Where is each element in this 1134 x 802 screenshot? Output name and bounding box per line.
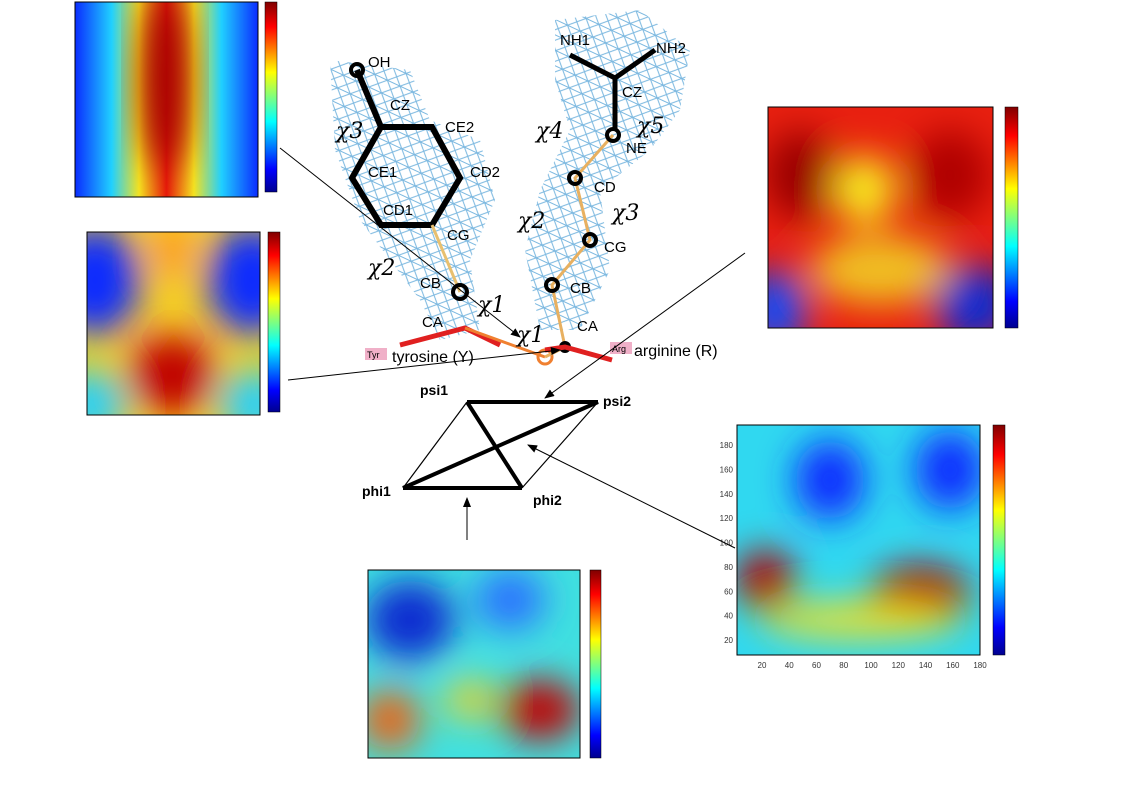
y-tick-label: 80 xyxy=(724,563,733,572)
x-tick-label: 160 xyxy=(946,661,960,670)
tyrosine-skeleton xyxy=(348,62,554,366)
density-mesh xyxy=(525,10,690,330)
dihedral-label: psi1 xyxy=(420,382,448,398)
x-tick-label: 60 xyxy=(812,661,821,670)
atom-label: CG xyxy=(604,239,627,256)
residue-code: Arg xyxy=(612,344,626,354)
atom-label: CD2 xyxy=(470,164,500,181)
atom-label: CE1 xyxy=(368,164,397,181)
dihedral-label: phi2 xyxy=(533,492,562,508)
heatmap: 20 20 40 40 60 60 80 80 100 100 120 120 140 140 160 160… xyxy=(720,424,1006,670)
x-tick-label: 140 xyxy=(919,661,933,670)
connector-arrows xyxy=(279,147,746,549)
dihedral-diagram xyxy=(402,400,599,490)
atom-label: CD xyxy=(594,179,616,196)
atom-label: CZ xyxy=(390,97,410,114)
y-tick-label: 20 xyxy=(724,636,733,645)
chi-label: χ3 xyxy=(334,119,363,144)
y-tick-label: 140 xyxy=(720,490,734,499)
y-tick-label: 120 xyxy=(720,514,734,523)
x-tick-label: 20 xyxy=(758,661,767,670)
atom-label: CB xyxy=(420,275,441,292)
y-tick-label: 160 xyxy=(720,465,734,474)
atom-label: CD1 xyxy=(383,202,413,219)
atom-label: CA xyxy=(577,318,598,335)
chi-label: χ2 xyxy=(366,256,395,281)
atom-label: NH2 xyxy=(656,40,686,57)
chi-label: χ1 xyxy=(515,323,544,348)
x-tick-label: 80 xyxy=(839,661,848,670)
heatmap xyxy=(74,1,278,198)
density-mesh xyxy=(330,60,495,340)
x-tick-label: 100 xyxy=(864,661,878,670)
atom-label: CG xyxy=(447,227,470,244)
atom-label: NE xyxy=(626,140,647,157)
atom-label: CE2 xyxy=(445,119,474,136)
y-tick-label: 180 xyxy=(720,441,734,450)
x-tick-label: 180 xyxy=(973,661,987,670)
residue-name: tyrosine (Y) xyxy=(392,349,474,366)
x-tick-label: 40 xyxy=(785,661,794,670)
code-badge xyxy=(610,342,632,354)
heatmap xyxy=(86,231,281,416)
heatmap xyxy=(767,106,1019,329)
x-tick-label: 120 xyxy=(892,661,906,670)
atom-label: NH1 xyxy=(560,32,590,49)
heatmap xyxy=(367,569,602,759)
atom-label: CA xyxy=(422,314,443,331)
atom-label: CB xyxy=(570,280,591,297)
chi-label: χ2 xyxy=(516,209,545,234)
y-tick-label: 60 xyxy=(724,587,733,596)
atom-label: OH xyxy=(368,54,391,71)
dihedral-label: phi1 xyxy=(362,483,391,499)
y-tick-label: 40 xyxy=(724,612,733,621)
residue-code: Tyr xyxy=(367,350,380,360)
atom-label: CZ xyxy=(622,84,642,101)
residue-name: arginine (R) xyxy=(634,343,718,360)
arginine-skeleton xyxy=(544,47,657,363)
y-tick-label: 100 xyxy=(720,539,734,548)
chi-label: χ3 xyxy=(610,201,639,226)
dihedral-label: psi2 xyxy=(603,393,631,409)
chi-label: χ4 xyxy=(534,119,563,144)
chi-label: χ5 xyxy=(635,114,664,139)
code-badge xyxy=(365,348,387,360)
